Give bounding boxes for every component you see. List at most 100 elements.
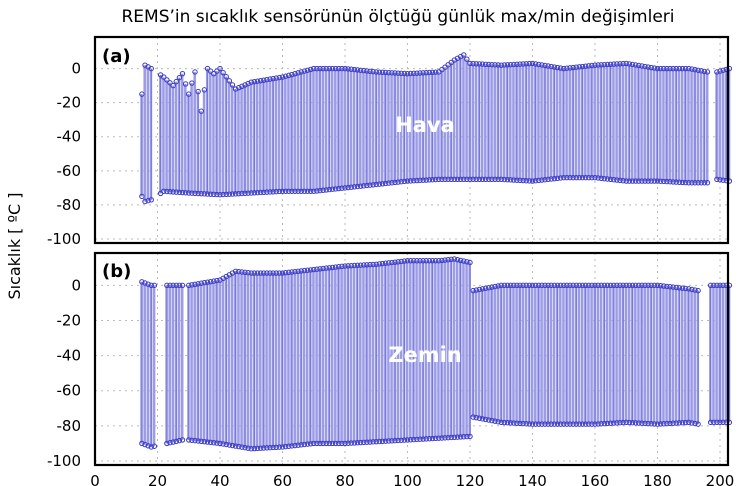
range-bar [293,271,296,446]
range-bar [409,73,412,181]
max-marker [417,258,423,264]
min-marker [167,189,173,195]
max-marker [267,76,273,82]
range-bar [487,287,490,421]
min-marker [364,439,370,445]
min-marker [148,444,154,450]
range-bar [437,71,440,180]
max-marker [470,60,476,67]
max-marker [214,277,220,284]
range-bar [259,80,262,193]
min-marker [720,177,726,183]
x-tick-label: 140 [518,472,547,486]
max-marker [592,62,598,68]
max-marker [676,65,683,72]
max-marker [704,69,711,75]
range-bar [427,260,431,439]
min-marker [179,437,186,443]
max-marker [379,69,386,76]
min-marker [186,190,192,196]
range-bar [259,273,262,449]
max-marker [382,69,389,76]
min-marker [557,421,564,427]
max-marker [482,285,489,291]
min-marker [357,183,364,189]
range-bar [324,268,328,444]
min-marker [229,442,236,449]
range-bar [540,64,543,181]
max-marker [292,70,298,77]
min-marker [539,421,545,427]
min-marker [673,179,679,185]
max-marker [564,282,570,289]
min-marker [270,189,276,195]
max-marker [261,270,267,276]
max-marker [611,282,617,289]
y-tick-label: 0 [71,276,81,294]
range-bar [593,65,596,178]
range-bar [587,65,590,178]
max-marker [429,69,436,76]
range-bar [274,273,278,448]
range-bar [330,68,334,190]
min-marker [661,421,667,427]
max-marker [551,64,558,70]
max-marker [561,282,567,289]
range-bar [674,287,678,424]
min-marker [523,178,529,184]
max-marker [711,282,717,289]
min-marker [395,179,401,185]
max-marker [198,280,204,286]
min-marker [592,174,598,181]
range-bar [652,68,656,182]
range-bar [343,266,346,444]
min-marker [579,421,586,427]
min-marker [267,444,273,451]
min-marker [186,437,192,443]
range-bar [634,64,637,182]
max-marker [211,278,217,284]
range-bar [399,261,403,441]
max-marker [532,282,539,289]
max-marker [251,270,258,276]
max-marker [511,282,517,289]
min-marker [626,419,633,426]
min-marker [589,421,595,427]
min-marker [373,438,379,445]
max-marker [142,280,148,286]
range-bar [596,64,600,178]
range-bar [443,67,446,180]
max-marker [370,261,376,268]
range-bar [202,282,206,442]
range-bar [605,285,609,424]
range-bar [590,285,593,425]
max-marker [576,64,583,70]
range-bar [437,260,440,439]
range-bar [171,285,175,443]
range-bar [524,285,528,424]
min-marker [617,420,623,426]
min-marker [314,440,320,447]
min-marker [420,436,426,442]
max-marker [364,262,370,268]
max-marker [389,259,395,266]
min-marker [611,176,617,183]
range-bar [530,285,534,425]
min-marker [504,176,511,183]
max-marker [561,65,567,72]
min-marker [467,176,473,183]
range-bar [424,72,428,181]
max-marker [673,284,679,291]
range-bar [390,72,393,183]
max-marker [570,282,576,289]
min-marker [526,421,533,427]
min-marker [714,419,720,426]
max-marker [367,68,373,74]
range-bar [562,285,565,425]
min-marker [426,435,433,442]
max-marker [539,62,545,68]
range-bar [477,289,481,419]
max-marker [526,60,533,67]
max-marker [236,84,242,91]
max-marker [392,259,398,265]
